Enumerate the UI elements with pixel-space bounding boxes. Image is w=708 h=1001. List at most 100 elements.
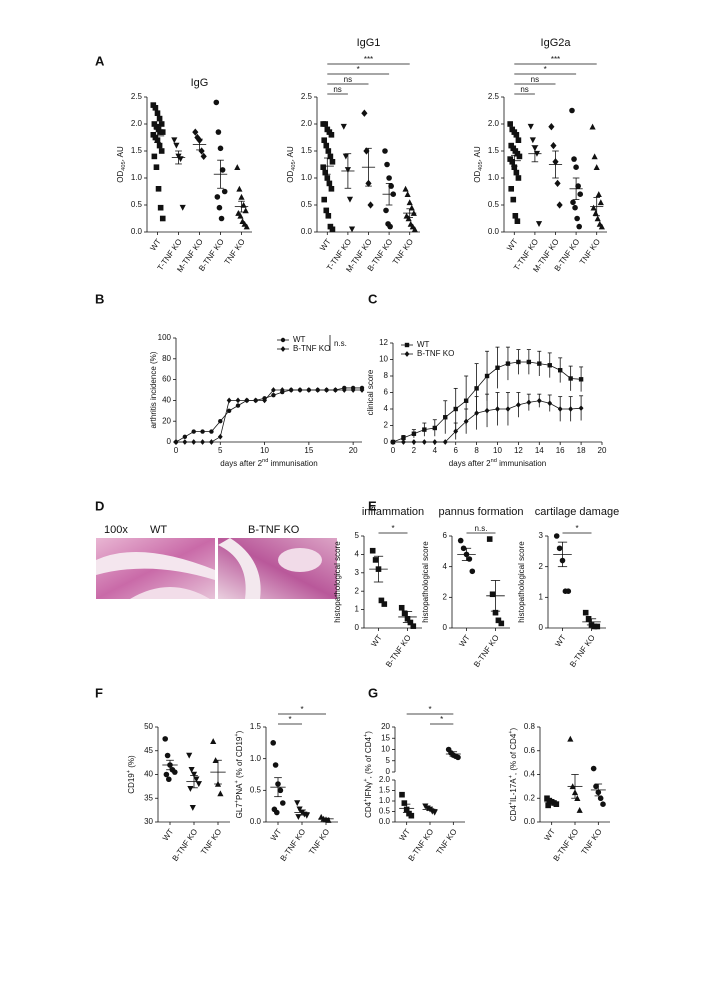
point [505,406,511,412]
x-tick-label: 20 [349,446,358,455]
point [591,623,598,630]
point [578,377,584,382]
y-tick-label: 1.0 [488,173,500,182]
point [384,161,390,168]
histology-ko [218,538,337,599]
y-tick-label: 45 [144,746,153,755]
significance-label: ns [520,85,528,94]
point [591,153,598,160]
point [453,406,458,412]
x-tick-label: 14 [535,446,544,455]
point [158,148,165,154]
point [315,387,321,393]
y-axis-label: GL7+PNA+ (% of CD19+) [234,730,244,818]
series-line [176,389,362,443]
point [171,137,178,144]
y-tick-label: 0.0 [524,817,536,826]
panel-label: C [368,291,378,306]
y-tick-label: 6 [443,531,448,540]
point [568,376,573,381]
point [411,226,418,233]
point [274,809,280,816]
point [594,215,601,222]
label-part: IL-17A [509,778,518,802]
point [209,429,214,434]
y-tick-label: 1.5 [301,146,313,155]
point [404,351,410,357]
point [590,204,597,211]
point [589,123,596,130]
point [348,226,356,233]
label-part: days after 2 [449,459,491,468]
point [545,802,551,809]
label-part: + [363,734,369,737]
x-axis-label: days after 2nd immunisation [220,458,317,468]
label-part: nd [491,458,497,464]
point [600,801,606,807]
point [320,164,326,170]
point [359,387,365,393]
histology-wt [96,538,215,599]
point [578,405,584,412]
point [557,406,563,412]
legend-label: WT [293,335,306,344]
x-tick-label: 0 [391,446,396,455]
point [382,148,388,154]
point [386,175,392,181]
label-part: , AU [286,146,295,161]
point [568,406,574,412]
x-tick-label: 10 [493,446,502,455]
y-tick-label: 12 [379,338,388,347]
point [369,547,376,554]
significance-label: * [575,524,578,533]
point [508,186,515,192]
point [271,393,276,398]
label-part: IFNγ [364,782,373,799]
y-tick-label: 2.0 [301,119,313,128]
significance-label: * [440,715,443,724]
significance-label: * [544,65,547,74]
label-part: + [508,802,514,805]
point [515,137,522,143]
legend-label: WT [417,340,430,349]
point [387,223,393,230]
y-tick-label: 1.5 [250,722,262,731]
point [593,783,599,790]
x-tick-label: 2 [412,446,417,455]
point [511,164,518,170]
y-tick-label: 2.0 [131,119,143,128]
y-tick-label: 40 [144,770,153,779]
y-tick-label: 50 [144,722,153,731]
point [234,164,241,170]
y-tick-label: 5 [386,756,391,765]
y-tick-label: 0.4 [524,770,536,779]
point [329,159,336,165]
label-part: 405 [478,161,484,170]
point [577,191,584,197]
x-tick-label: 16 [556,446,565,455]
point [288,387,294,393]
point [404,191,411,197]
point [410,623,417,629]
y-tick-label: 0.8 [524,722,536,731]
label-part: ) [509,727,518,730]
label-part: OD [116,171,125,183]
point [325,213,332,219]
point [164,752,171,759]
label-part: + [234,733,240,736]
y-tick-label: 1.5 [379,786,391,795]
y-tick-label: 100 [158,333,172,342]
image-label: WT [150,524,167,536]
y-axis-label: OD405, AU [473,146,484,183]
point [383,207,389,214]
panel-label: G [368,685,378,700]
point [327,153,334,160]
point [575,183,581,189]
point [513,169,520,176]
point [516,359,521,365]
point [188,766,195,773]
image-label: B-TNF KO [248,524,300,536]
point [200,152,207,161]
y-tick-label: 0.5 [131,200,143,209]
point [325,148,332,154]
